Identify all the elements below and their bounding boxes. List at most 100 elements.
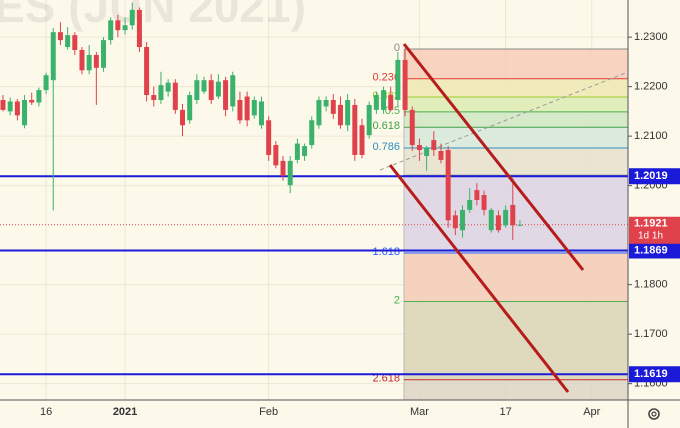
fib-band [404,78,628,98]
y-tick-label: 1.2100 [634,130,668,142]
price-label-box [629,168,680,185]
candle-body [215,81,221,97]
candle-body [36,90,42,103]
candle-body [402,59,408,110]
candle-body [187,95,193,121]
candle-body [337,104,343,126]
candle-body [0,100,6,110]
candle-body [467,200,473,210]
price-label-box [629,366,680,383]
candle-body [244,96,250,121]
countdown-label: 1d 1h [638,230,663,241]
candle-body [14,101,20,116]
candle-body [79,50,85,71]
candle-body [266,120,272,155]
candle-body [29,100,35,103]
candle-body [373,95,379,110]
fib-band [404,175,628,253]
candle-body [330,100,336,114]
settings-icon[interactable] [648,408,660,420]
fib-band [404,379,628,400]
candle-body [201,80,207,92]
candle-body [323,100,329,107]
fib-band [404,148,628,176]
y-tick-label: 1.2200 [634,81,668,93]
x-tick-label: 17 [499,406,511,418]
fib-label: 2 [394,294,400,306]
channel-line [388,164,570,393]
candle-body [122,25,128,31]
candle-body [22,100,28,126]
fib-band [404,301,628,380]
candle-body [101,40,107,68]
candle-body [438,150,444,160]
candle-body [237,100,243,121]
candle-body [280,160,286,176]
fib-band [404,111,628,128]
fib-label: 0.236 [372,72,400,84]
candle-body [424,148,430,156]
candle-body [352,104,358,155]
candle-body [165,82,171,92]
fib-band [404,127,628,149]
candle-body [517,224,523,226]
candle-body [366,104,372,136]
gear[interactable] [648,408,660,420]
candle-body [57,32,63,41]
trend-line [379,71,629,171]
candle-body [172,82,178,110]
x-tick-label: 2021 [113,406,137,418]
candle-body [208,80,214,100]
candle-body [180,109,185,126]
candle-body [287,160,293,186]
price-label-box [629,242,680,259]
fib-band [404,97,628,112]
price-label: 1.1619 [634,368,668,380]
candle-body [86,54,92,71]
candle-body [460,209,466,231]
y-tick-label: 1.1700 [634,328,668,340]
candle-body [251,100,257,116]
candle-body [381,90,387,110]
candle-body [115,20,121,31]
candle-body [93,54,99,68]
x-tick-label: Apr [583,406,600,418]
candle-body [431,140,437,150]
candle-body [488,209,494,231]
candle-body [230,75,236,107]
candle-body [481,195,487,210]
candle-body [409,109,415,146]
candle-body [503,209,509,226]
candle-body [194,80,200,100]
candle-body [136,9,142,48]
gear-hub[interactable] [651,411,657,417]
candle-body [72,35,78,50]
candle-body [43,75,49,91]
fib-label: 0 [394,42,400,54]
candle-body [316,100,322,126]
fib-label: 0.618 [372,120,400,132]
x-tick-label: Feb [259,406,278,418]
candle-body [108,20,114,41]
y-tick-label: 1.1800 [634,279,668,291]
candle-body [388,95,394,110]
candle-body [129,9,135,26]
y-tick-label: 1.2300 [634,31,668,43]
candle-body [258,101,264,126]
candle-body [151,95,157,100]
candle-body [65,35,71,48]
candle-body [294,143,300,160]
fib-band [404,49,628,79]
fib-band [404,252,628,302]
candle-body [273,145,279,166]
last-price-label: 1.1921 [634,218,668,230]
candle-body [223,80,229,110]
candle-body [495,215,501,231]
candle-body [144,47,150,96]
candle-body [416,145,422,150]
price-label: 1.2019 [634,170,668,182]
candle-body [510,204,516,226]
axis-layer: 1.23001.22001.21001.20001.18001.17001.16… [40,31,680,418]
